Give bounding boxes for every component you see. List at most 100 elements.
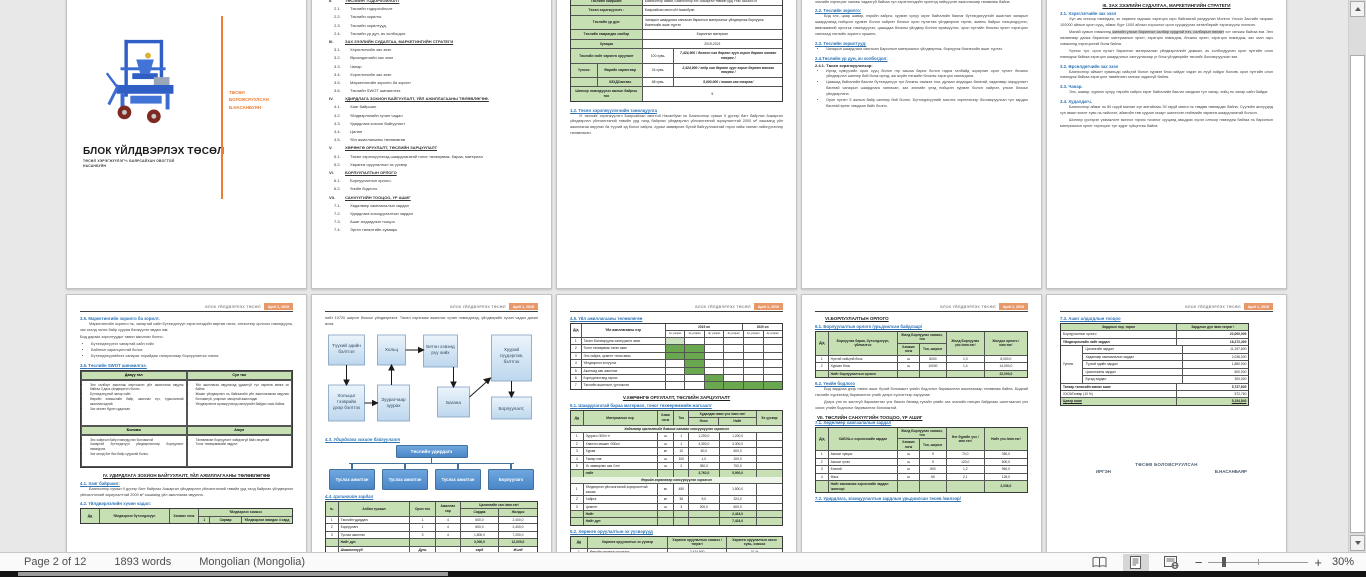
cell: Үйлдвэрлэл эхлүүлэх [582, 360, 666, 367]
heading-number: 3.2. [1060, 63, 1068, 69]
print-layout-button[interactable] [1122, 553, 1149, 571]
scrollbar-thumb[interactable] [1350, 55, 1365, 533]
web-layout-button[interactable] [1159, 554, 1185, 571]
bullet-item: Чанарын шаардлага хангасан Барилгын мате… [826, 47, 1028, 53]
gantt-row: 6 Борлуулалтанд гаргах [571, 375, 782, 383]
toc-entry: 7.3. Ашиг алдагдлын тооцоо [325, 218, 538, 226]
cell: 350,0 [689, 462, 720, 470]
summary-percent: 68 хувь. [643, 77, 675, 87]
org-connector [430, 457, 433, 463]
cell: 2,036,0 [984, 481, 1027, 492]
header-doc-title: БЛОК ҮЙЛДВЭРЛЭХ ТӨСӨЛ [1185, 304, 1241, 309]
toc-entry: 6.2. Үнийн бодлого. [325, 185, 538, 193]
document-title: БЛОК ҮЙЛДВЭРЛЭХ ТӨСӨЛ [83, 146, 225, 157]
heading-2-4-1: 2.4.1. Төсөл хэрэгжүүлснээр: [815, 62, 873, 68]
safety-rows: 1 Ажлын хувцас ш 5 70,0 350,0 2 Ажлын гу… [816, 451, 1027, 492]
heading-label: Чанар. [1068, 84, 1083, 90]
title-accent-bar [221, 16, 223, 199]
cell: 2 [326, 524, 339, 531]
gantt-cell [685, 337, 705, 345]
toc-entry-label: БОРЛУУЛАЛТЫН ОРЛОГО [345, 169, 397, 175]
flow-box-label: рүү хийх [431, 349, 450, 355]
paragraph: Хүн ам олноор нэмэгдэж, эх хөрөнгө гадна… [1060, 17, 1273, 28]
gantt-cell [666, 367, 686, 374]
swot-weaknesses-header: Сул тал [186, 370, 292, 380]
zoom-slider[interactable] [1208, 556, 1309, 568]
cell [571, 511, 584, 518]
toc-entry: 5.2. Хөрөнгө оруулалтын эх үүсвэр [325, 161, 538, 169]
document-canvas[interactable]: ТӨСӨЛ БОЛОВСРУУЛСАН Б.НАСАНБУЯН [0, 0, 1366, 552]
table-row: 1 Өөрийн хөрөнгө оруулалт 2,424,900 31 % [571, 548, 782, 552]
heading-number: 4.4. [325, 493, 333, 499]
cell: Нийт [583, 511, 658, 518]
heading-1-2: 1.2. Төсөл хэрэгжүүлэгчийн танилцуулга [570, 108, 783, 113]
paragraph: Бид элс, цаар шавар, нэрийн хайрга, хурм… [815, 14, 1028, 36]
read-mode-button[interactable] [1087, 554, 1113, 571]
quarter-header: 1р улирал [744, 331, 764, 337]
zoom-out-button[interactable]: − [1194, 554, 1203, 570]
gantt-row: 5 Ажилчид авч ажиллах [571, 367, 782, 375]
cell: 3 [674, 503, 690, 510]
cost-row-value: 16,272,400 [1229, 339, 1247, 344]
col-group-header: Жилд Борлуулах хэмжээ, тоо [898, 332, 946, 344]
swot-table: Давуу тал Сул тал Энэ салбарт ажиллаж мэ… [80, 369, 293, 468]
summary-label: Төслийн байршил: [571, 0, 643, 6]
header-rule [570, 311, 783, 312]
zoom-in-button[interactable]: + [1314, 554, 1322, 570]
cell: 1 [326, 516, 339, 524]
heading-label: Төслийн SWOT шинжилгээ. [88, 362, 147, 368]
cell: 2 [571, 345, 582, 352]
heading-number: 3.4. [1060, 99, 1068, 105]
quarter-header: 2р улирал [766, 332, 779, 336]
col-subheader: Хэмжих нэгж [898, 439, 920, 451]
table-row: 1 Үйлдвэрлэл үйлчилгээний зориулалттай х… [571, 484, 782, 497]
summary-value: 2,424,900 / хоёр сая дөрвөн зуун хорин д… [682, 65, 775, 75]
gantt-cell [666, 360, 686, 367]
gantt-row: 1 Төсөл боловсруулж санхүүжилт авах [571, 337, 782, 346]
cell: 4 [816, 473, 829, 481]
cell [571, 470, 584, 477]
document-page-8: БЛОК ҮЙЛДВЭРЛЭХ ТӨСӨЛ April 1, 2019 4.5.… [556, 294, 797, 552]
cell: ш [658, 503, 675, 510]
heading-4-2: 4.2. Үйлдвэрлэлийн хүчин чадал: [80, 501, 293, 506]
col-group-header: Үйлдвэрлэх хэмжээ [199, 509, 292, 517]
cost-sub-label: Цахилгааны зардал [1083, 368, 1184, 376]
table-row: 2 Ажлын гутал ш 5 120,0 600,0 [816, 458, 1027, 467]
scroll-down-button[interactable] [1350, 535, 1365, 551]
cell: ш [898, 451, 920, 458]
heading-section-3: III. ЗАХ ЗЭЭЛИЙН СУДАЛГАА, МАРКЕТИНГИЙН … [1064, 3, 1269, 8]
col-header: Хөрөнгө оруулалтын эзлэх хувь, хэмжээ [727, 536, 782, 548]
cell: Борлуулалтанд гаргах [582, 375, 666, 382]
activity-gantt-table: Д/д Үйл ажиллагааны нэр 2019 он 2020 он … [570, 323, 783, 390]
col-header: Ажиллах сар [435, 501, 462, 516]
col-header: № [326, 501, 339, 516]
cell: 2 [571, 440, 584, 448]
col-header: Хэмжих нэгж [169, 509, 200, 524]
cell: 8000 [920, 355, 947, 363]
heading-3-6: 3.6. Төслийн SWOT шинжилгээ. [80, 363, 293, 368]
language-indicator[interactable]: Mongolian (Mongolia) [199, 556, 306, 568]
word-count-indicator[interactable]: 1893 words [114, 556, 172, 568]
heading-label: Хөрөнгө оруулалтын эх үүсвэрүүд [578, 528, 653, 534]
zoom-percentage[interactable]: 30% [1331, 556, 1354, 568]
print-layout-icon [1130, 555, 1142, 569]
scroll-up-button[interactable] [1350, 1, 1365, 17]
org-child: Борлуулагч [488, 463, 534, 490]
page-header: БЛОК ҮЙЛДВЭРЛЭХ ТӨСӨЛ April 1, 2019 [1060, 303, 1273, 310]
page-count-indicator[interactable]: Page 2 of 12 [24, 556, 87, 568]
heading-number: 3.5. [80, 316, 88, 321]
toc-entry-label: ХӨРӨНГӨ ОРУУЛАЛТ, ТӨСЛИЙН ЗАРЦУУЛАЛТ [345, 145, 438, 151]
toc-entry-number: 3.1. [334, 47, 341, 53]
vertical-scrollbar[interactable] [1348, 0, 1366, 552]
materials-rows-a: 1 Зуурагч /300л т/ ш 1 1,200,0 1,200,0 2… [571, 433, 782, 477]
zoom-slider-thumb[interactable] [1222, 557, 1227, 567]
cell: ш [658, 462, 675, 470]
cell: Үйлдвэрлэл үйлчилгээний зориулалттай хаш… [584, 484, 658, 496]
cell: Хурмэн блок [829, 363, 899, 370]
funding-rows: 1 Өөрийн хөрөнгө оруулалт 2,424,900 31 %… [571, 548, 782, 552]
cost-sub-label: Бусад зардал [1083, 376, 1184, 383]
summary-label: Төслийн үр дүн: [571, 15, 643, 30]
table-row: 2 Борлуулагч 1 4 600,0 2,400,0 [326, 524, 537, 532]
gantt-cell [764, 360, 783, 366]
